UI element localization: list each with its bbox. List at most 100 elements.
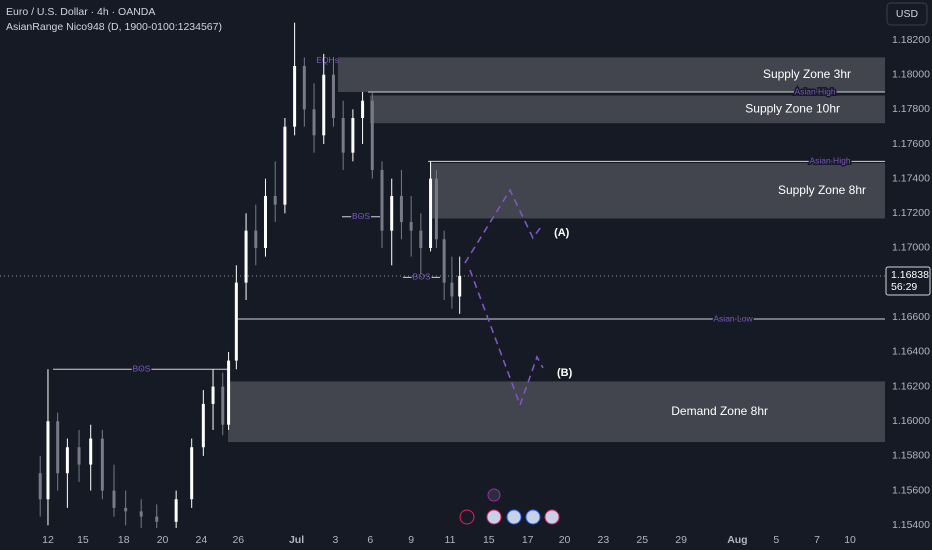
candle-body — [419, 230, 423, 248]
candle-body — [254, 230, 258, 248]
level-label: Asian High — [809, 156, 850, 166]
candle-body — [38, 473, 42, 500]
x-tick-label: 26 — [232, 534, 244, 546]
x-tick-label: Jul — [289, 534, 304, 546]
event-icon[interactable] — [487, 488, 501, 502]
candle-body — [100, 438, 104, 491]
event-icon[interactable] — [544, 509, 560, 525]
y-tick-label: 1.16200 — [892, 380, 930, 392]
level-label: BOS — [413, 272, 431, 282]
zone-label: Supply Zone 8hr — [778, 183, 866, 197]
candle-body — [89, 438, 93, 465]
x-tick-label: 20 — [559, 534, 571, 546]
x-axis-bg — [0, 528, 885, 550]
x-tick-label: 3 — [332, 534, 338, 546]
candle-body — [361, 100, 365, 119]
y-tick-label: 1.15800 — [892, 450, 930, 462]
projection-path — [464, 188, 541, 264]
zone — [337, 57, 885, 93]
x-tick-label: 20 — [157, 534, 169, 546]
y-tick-label: 1.18000 — [892, 68, 930, 80]
candle-body — [221, 386, 225, 425]
y-tick-label: 1.18200 — [892, 34, 930, 46]
candle-body — [442, 239, 446, 283]
zone — [369, 95, 885, 124]
zone-label: Supply Zone 3hr — [763, 67, 851, 81]
x-tick-label: 25 — [636, 534, 648, 546]
candle-body — [244, 230, 248, 283]
level-label: Asian Low — [713, 313, 753, 323]
candle-body — [351, 118, 355, 153]
candle-body — [112, 490, 116, 508]
candle-body — [370, 100, 374, 170]
event-icon[interactable] — [506, 509, 522, 525]
y-tick-label: 1.16400 — [892, 346, 930, 358]
indicator-title: AsianRange Nico948 (D, 1900-0100:1234567… — [6, 21, 222, 33]
candle-body — [77, 447, 81, 465]
x-tick-label: 29 — [675, 534, 687, 546]
level-label: BOS — [133, 364, 151, 374]
level-label: BOS — [352, 211, 370, 221]
candle-body — [234, 282, 238, 361]
x-tick-label: 12 — [42, 534, 54, 546]
zone-label: Supply Zone 10hr — [745, 102, 840, 116]
candle-body — [458, 276, 462, 297]
x-tick-label: Aug — [727, 534, 747, 546]
event-icon[interactable] — [486, 509, 502, 525]
y-tick-label: 1.15600 — [892, 484, 930, 496]
candle-body — [322, 74, 326, 136]
event-icons — [459, 488, 560, 525]
x-tick-label: 17 — [522, 534, 534, 546]
x-tick-label: 18 — [118, 534, 130, 546]
y-tick-label: 1.16000 — [892, 415, 930, 427]
symbol-title: Euro / U.S. Dollar · 4h · OANDA — [6, 6, 155, 18]
x-tick-label: 6 — [367, 534, 373, 546]
y-tick-label: 1.17400 — [892, 172, 930, 184]
price-tag-label: 1.16838 — [891, 269, 929, 281]
countdown-label: 56:29 — [891, 281, 917, 293]
candle-body — [390, 195, 394, 231]
price-tag — [885, 266, 931, 296]
candle-body — [429, 178, 433, 248]
event-icon[interactable] — [459, 509, 475, 525]
x-tick-label: 24 — [196, 534, 208, 546]
y-tick-label: 1.17600 — [892, 138, 930, 150]
plot: Supply Zone 3hr Supply Zone 10hr Supply Zo… — [0, 22, 932, 550]
y-tick-label: 1.15400 — [892, 519, 930, 531]
candle-body — [312, 109, 316, 136]
x-tick-label: 15 — [483, 534, 495, 546]
event-icon[interactable] — [525, 509, 541, 525]
projection-label: (B) — [557, 367, 573, 379]
candle-body — [263, 195, 267, 248]
candle-body — [211, 386, 215, 404]
candle-body — [283, 126, 287, 205]
zone-label: Demand Zone 8hr — [671, 404, 768, 418]
candle-body — [155, 516, 159, 522]
zone — [227, 381, 886, 443]
candle-body — [380, 169, 384, 231]
currency-button[interactable] — [886, 2, 928, 26]
candle-body — [331, 74, 335, 119]
candle-body — [273, 195, 277, 205]
x-tick-label: 7 — [814, 534, 820, 546]
candle-body — [174, 499, 178, 522]
eqh-label: EQHs — [316, 55, 339, 65]
x-tick-label: 11 — [445, 534, 456, 546]
projection-label: (A) — [554, 227, 570, 239]
candle-body — [227, 360, 231, 425]
candle-body — [409, 221, 413, 231]
candle-body — [399, 195, 403, 222]
zone — [429, 163, 885, 219]
candle-body — [302, 66, 306, 110]
candle-body — [450, 282, 454, 297]
projection-path — [469, 269, 544, 408]
currency-label[interactable]: USD — [896, 8, 919, 20]
y-tick-label: 1.17000 — [892, 242, 930, 254]
candle-body — [293, 66, 297, 127]
candle-body — [56, 421, 60, 474]
candle-body — [46, 421, 50, 500]
candle-body — [65, 447, 69, 474]
candle-body — [190, 447, 194, 500]
